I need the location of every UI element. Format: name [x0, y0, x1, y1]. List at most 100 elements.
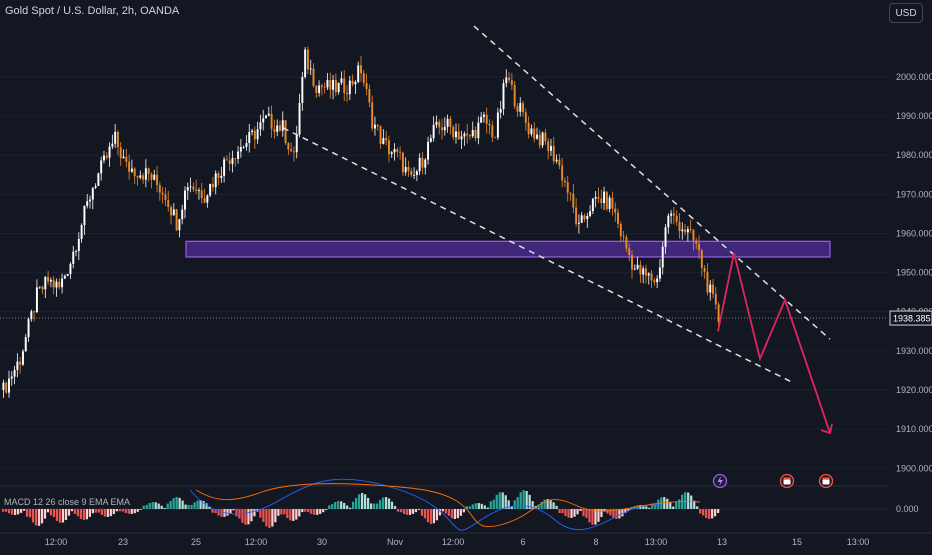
- candle-body: [499, 109, 502, 113]
- channel-lower-line[interactable]: [282, 127, 793, 383]
- macd-hist-bar: [495, 494, 498, 509]
- price-tick-label: 1910.000: [896, 424, 932, 434]
- zone-rect[interactable]: [185, 240, 831, 258]
- candle-body: [491, 125, 494, 138]
- macd-hist-bar: [441, 509, 445, 512]
- macd-hist-bar: [352, 501, 355, 509]
- macd-hist-bar: [369, 503, 373, 509]
- candle-body: [343, 78, 346, 94]
- macd-hist-bar: [510, 506, 513, 509]
- macd-hist-bar: [561, 509, 564, 514]
- candle-body: [371, 102, 374, 129]
- candle-body: [678, 221, 681, 232]
- candle-body: [709, 284, 712, 293]
- time-tick-label: 23: [118, 537, 128, 547]
- macd-hist-bar: [214, 509, 217, 514]
- candle-body: [538, 134, 541, 146]
- candle-body: [675, 215, 678, 222]
- candle-body: [184, 190, 186, 210]
- macd-hist-bar: [253, 509, 256, 517]
- candles: [2, 46, 720, 398]
- candle-body: [214, 173, 217, 188]
- macd-hist-bar: [145, 504, 148, 509]
- macd-hist-bar: [169, 500, 172, 509]
- macd-hist-bar: [597, 509, 600, 522]
- macd-hist-bar: [591, 509, 594, 525]
- candle-body: [424, 159, 427, 168]
- macd-hist-bar: [585, 509, 588, 518]
- candle-body: [385, 138, 388, 141]
- projection-polyline[interactable]: [717, 252, 831, 434]
- macd-hist-bar: [528, 494, 531, 509]
- candle-body: [658, 267, 661, 279]
- candle-body: [100, 160, 103, 174]
- calendar-event-icon[interactable]: [779, 473, 795, 489]
- candle-body: [622, 236, 625, 238]
- macd-hist-bar: [175, 497, 178, 509]
- candle-body: [220, 175, 223, 178]
- macd-hist-bar: [705, 509, 708, 518]
- macd-hist-bar: [702, 509, 705, 516]
- macd-hist-bar: [82, 509, 86, 520]
- currency-button[interactable]: USD: [889, 3, 923, 23]
- macd-hist-bar: [474, 503, 477, 509]
- candle-body: [661, 246, 664, 268]
- macd-hist-bar: [100, 509, 103, 515]
- macd-hist-bar: [465, 506, 468, 509]
- candle-body: [460, 136, 463, 140]
- candle-body: [77, 238, 80, 252]
- macd-hist-bar: [13, 509, 17, 515]
- candle-body: [502, 83, 505, 110]
- projection-path[interactable]: [717, 252, 833, 435]
- macd-hist-bar: [334, 502, 337, 509]
- calendar-event-icon[interactable]: [818, 473, 834, 489]
- macd-hist-bar: [265, 509, 268, 527]
- candle-body: [304, 49, 307, 78]
- channel-upper-line[interactable]: [473, 25, 831, 340]
- candle-body: [181, 209, 184, 220]
- macd-hist-bar: [525, 491, 528, 509]
- support-resistance-zone[interactable]: [185, 240, 831, 258]
- candle-body: [265, 115, 267, 119]
- candle-body: [86, 201, 89, 206]
- macd-hist-bar: [178, 497, 181, 509]
- macd-hist-bar: [307, 509, 310, 513]
- time-axis: 12:00 23 25 12:00 30 Nov 12:00 6 8 13:00 13 15 13:00: [0, 532, 932, 547]
- candle-body: [242, 146, 245, 148]
- macd-hist-bar: [483, 505, 486, 509]
- candle-body: [75, 251, 78, 252]
- candle-body: [102, 155, 105, 161]
- macd-hist-bar: [247, 509, 250, 525]
- candle-body: [186, 187, 189, 191]
- candle-body: [309, 68, 312, 70]
- candle-body: [519, 103, 522, 112]
- candle-body: [13, 369, 16, 377]
- candle-body: [628, 248, 631, 256]
- candle-body: [421, 157, 424, 168]
- macd-hist-bar: [283, 509, 286, 515]
- macd-hist-bar: [621, 509, 624, 517]
- candle-body: [315, 85, 318, 94]
- macd-hist-bar: [549, 499, 552, 509]
- candle-body: [524, 112, 527, 123]
- candle-body: [541, 132, 544, 146]
- macd-hist-bar: [564, 509, 567, 516]
- candle-body: [516, 106, 519, 112]
- candle-body: [49, 279, 52, 282]
- price-tick-label: 1920.000: [896, 385, 932, 395]
- macd-hist-bar: [106, 509, 109, 517]
- candle-body: [681, 229, 684, 232]
- lightning-icon[interactable]: [712, 473, 728, 489]
- macd-hist-bar: [310, 509, 313, 514]
- candle-body: [633, 268, 636, 270]
- channel-lines[interactable]: [282, 25, 831, 383]
- candle-body: [413, 174, 416, 176]
- candle-body: [631, 255, 633, 270]
- candle-body: [153, 174, 156, 180]
- macd-hist-bar: [148, 502, 151, 509]
- candle-body: [83, 205, 86, 226]
- candle-body: [334, 79, 337, 93]
- candle-body: [52, 279, 55, 288]
